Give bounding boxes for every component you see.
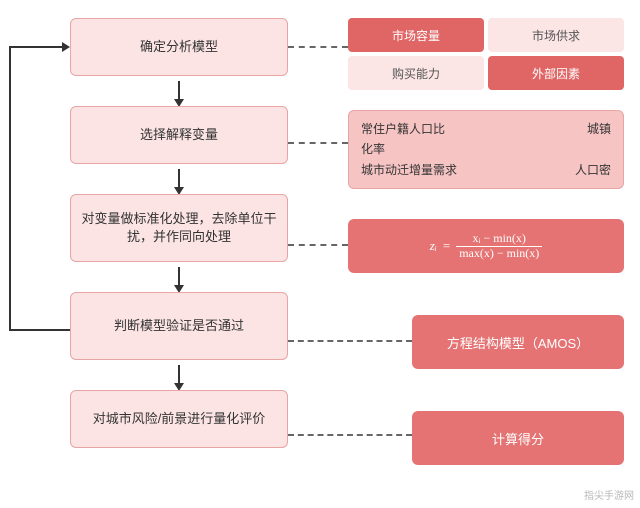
tag-capacity: 市场容量 — [348, 18, 484, 52]
flow-node-2: 选择解释变量 — [70, 106, 288, 164]
flow-node-5-label: 对城市风险/前景进行量化评价 — [93, 410, 266, 428]
flow-node-3-label: 对变量做标准化处理，去除单位干扰，并作同向处理 — [81, 210, 277, 246]
variables-textbox: 常住户籍人口比 城镇 化率 城市动迁增量需求 人口密 — [348, 110, 624, 189]
var-line1-left: 常住户籍人口比 — [361, 119, 445, 139]
group-market: 市场容量 市场供求 购买能力 外部因素 — [348, 18, 624, 90]
normalize-formula: zᵢ = xᵢ − min(x) max(x) − min(x) — [348, 219, 624, 273]
formula-lhs: zᵢ — [430, 238, 437, 254]
score-box: 计算得分 — [412, 411, 624, 465]
tag-supply: 市场供求 — [488, 18, 624, 52]
flow-node-4-label: 判断模型验证是否通过 — [114, 317, 244, 335]
arrow-2 — [70, 164, 288, 194]
var-line3-right: 人口密 — [575, 160, 611, 180]
right-column: 市场容量 市场供求 购买能力 外部因素 常住户籍人口比 城镇 化率 城市动迁增量需… — [348, 18, 624, 465]
flow-node-5: 对城市风险/前景进行量化评价 — [70, 390, 288, 448]
arrow-1 — [70, 76, 288, 106]
dash-1 — [288, 46, 348, 48]
amos-box: 方程结构模型（AMOS） — [412, 315, 624, 369]
flow-node-3: 对变量做标准化处理，去除单位干扰，并作同向处理 — [70, 194, 288, 262]
arrow-3 — [70, 262, 288, 292]
group-variables: 常住户籍人口比 城镇 化率 城市动迁增量需求 人口密 — [348, 110, 624, 189]
watermark-text: 指尖手游网 — [584, 491, 634, 502]
watermark: 指尖手游网 — [584, 487, 634, 502]
group-formula: zᵢ = xᵢ − min(x) max(x) − min(x) — [348, 219, 624, 273]
flow-node-1-label: 确定分析模型 — [140, 38, 218, 56]
formula-numerator: xᵢ − min(x) — [456, 232, 542, 246]
flowchart-column: 确定分析模型 选择解释变量 对变量做标准化处理，去除单位干扰，并作同向处理 判断… — [28, 18, 288, 448]
tag-capacity-label: 市场容量 — [392, 27, 440, 44]
tag-purchase-label: 购买能力 — [392, 65, 440, 82]
amos-label: 方程结构模型（AMOS） — [447, 333, 589, 352]
arrow-4 — [70, 360, 288, 390]
group-amos: 方程结构模型（AMOS） — [412, 315, 624, 369]
dash-4 — [288, 340, 412, 342]
group-score: 计算得分 — [412, 411, 624, 465]
var-line1-right: 城镇 — [587, 119, 611, 139]
flow-node-1: 确定分析模型 — [70, 18, 288, 76]
tag-external-label: 外部因素 — [532, 65, 580, 82]
dash-2 — [288, 142, 348, 144]
var-line3-left: 城市动迁增量需求 — [361, 160, 457, 180]
formula-denominator: max(x) − min(x) — [456, 246, 542, 261]
dash-3 — [288, 244, 348, 246]
flow-node-4: 判断模型验证是否通过 — [70, 292, 288, 360]
tag-supply-label: 市场供求 — [532, 27, 580, 44]
tag-purchase: 购买能力 — [348, 56, 484, 90]
var-line2-left: 化率 — [361, 139, 385, 159]
tag-external: 外部因素 — [488, 56, 624, 90]
dash-5 — [288, 434, 412, 436]
flow-node-2-label: 选择解释变量 — [140, 126, 218, 144]
score-label: 计算得分 — [492, 429, 544, 448]
